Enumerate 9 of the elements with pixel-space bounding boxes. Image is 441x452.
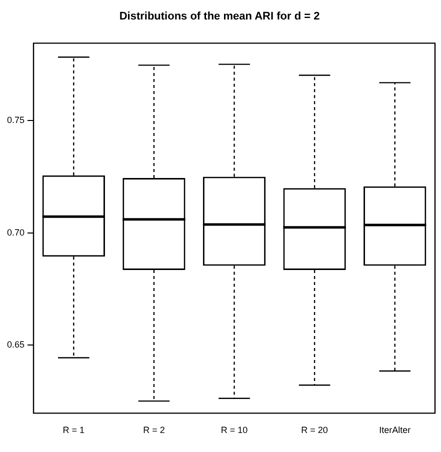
x-tick-label: R = 10 [220, 425, 248, 436]
x-tick-label: R = 2 [143, 425, 165, 436]
x-tick-label: R = 1 [62, 425, 85, 436]
y-tick-label: 0.70 [6, 227, 25, 238]
x-tick-label: R = 20 [301, 425, 328, 436]
y-tick-label: 0.65 [6, 339, 25, 350]
y-tick-label: 0.75 [6, 115, 25, 126]
x-tick-label: IterAlter [379, 425, 411, 436]
chart-title: Distributions of the mean ARI for d = 2 [119, 10, 320, 23]
